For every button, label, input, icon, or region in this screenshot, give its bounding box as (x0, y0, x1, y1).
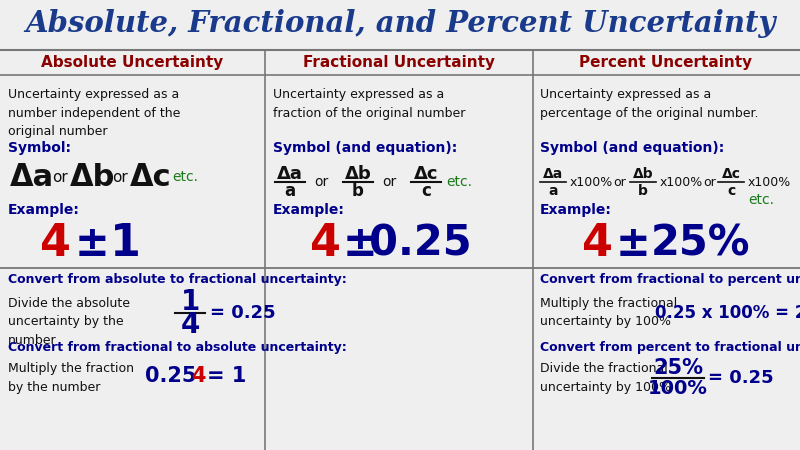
Text: 25%: 25% (650, 223, 750, 265)
Text: Absolute, Fractional, and Percent Uncertainty: Absolute, Fractional, and Percent Uncert… (25, 9, 775, 39)
Text: 4: 4 (180, 311, 200, 339)
Text: Δb: Δb (633, 167, 654, 181)
Text: Δb: Δb (345, 165, 371, 183)
Text: ±: ± (616, 223, 650, 265)
Text: or: or (703, 176, 716, 189)
Text: Δb: Δb (70, 162, 115, 192)
Text: Multiply the fractional
uncertainty by 100%: Multiply the fractional uncertainty by 1… (540, 297, 678, 328)
Text: Uncertainty expressed as a
percentage of the original number.: Uncertainty expressed as a percentage of… (540, 88, 758, 120)
Text: Symbol (and equation):: Symbol (and equation): (540, 141, 724, 155)
Text: Divide the absolute
uncertainty by the
number: Divide the absolute uncertainty by the n… (8, 297, 130, 347)
Text: Multiply the fraction
by the number: Multiply the fraction by the number (8, 362, 134, 393)
Text: Symbol:: Symbol: (8, 141, 71, 155)
Text: or: or (382, 175, 396, 189)
Text: b: b (352, 182, 364, 200)
Text: 0.25: 0.25 (145, 366, 197, 386)
Text: Δc: Δc (130, 162, 172, 192)
Text: 4: 4 (582, 222, 614, 266)
Text: a: a (285, 182, 295, 200)
Text: 25%: 25% (653, 358, 703, 378)
Text: Percent Uncertainty: Percent Uncertainty (579, 55, 753, 71)
Text: Uncertainty expressed as a
fraction of the original number: Uncertainty expressed as a fraction of t… (273, 88, 466, 120)
Text: x100%: x100% (570, 176, 614, 189)
Text: or: or (314, 175, 328, 189)
Text: 0.25: 0.25 (369, 223, 471, 265)
Text: Fractional Uncertainty: Fractional Uncertainty (303, 55, 495, 71)
Text: Example:: Example: (8, 203, 80, 217)
Text: etc.: etc. (446, 175, 472, 189)
Text: c: c (421, 182, 431, 200)
Text: a: a (548, 184, 558, 198)
Text: 4: 4 (39, 222, 70, 266)
Text: etc.: etc. (748, 193, 774, 207)
Text: etc.: etc. (172, 170, 198, 184)
Text: Symbol (and equation):: Symbol (and equation): (273, 141, 458, 155)
Text: Δa: Δa (277, 165, 303, 183)
Text: ±: ± (74, 223, 110, 265)
Text: Example:: Example: (273, 203, 345, 217)
Text: Δa: Δa (10, 162, 54, 192)
Text: = 0.25: = 0.25 (210, 304, 276, 322)
Text: Δa: Δa (543, 167, 563, 181)
Text: 0.25 x 100% = 25%: 0.25 x 100% = 25% (655, 304, 800, 322)
Text: c: c (727, 184, 735, 198)
Text: Convert from fractional to percent uncertainty:: Convert from fractional to percent uncer… (540, 274, 800, 287)
Text: Example:: Example: (540, 203, 612, 217)
Text: = 1: = 1 (207, 366, 246, 386)
Text: x100%: x100% (660, 176, 703, 189)
Text: Δc: Δc (414, 165, 438, 183)
Text: Convert from fractional to absolute uncertainty:: Convert from fractional to absolute unce… (8, 342, 346, 355)
Text: x100%: x100% (748, 176, 791, 189)
Text: 100%: 100% (648, 379, 708, 399)
Text: or: or (112, 170, 128, 184)
Text: or: or (52, 170, 68, 184)
Text: or: or (613, 176, 626, 189)
Text: Convert from percent to fractional uncertainty:: Convert from percent to fractional uncer… (540, 342, 800, 355)
Text: 4: 4 (310, 222, 341, 266)
Text: Absolute Uncertainty: Absolute Uncertainty (41, 55, 223, 71)
Text: Δc: Δc (722, 167, 741, 181)
Text: Convert from absolute to fractional uncertainty:: Convert from absolute to fractional unce… (8, 274, 346, 287)
Text: 4: 4 (191, 366, 206, 386)
Text: = 0.25: = 0.25 (708, 369, 774, 387)
Text: 1: 1 (110, 222, 141, 266)
Text: Uncertainty expressed as a
number independent of the
original number: Uncertainty expressed as a number indepe… (8, 88, 180, 138)
Text: b: b (638, 184, 648, 198)
Text: ±: ± (342, 223, 378, 265)
Text: Divide the fractional
uncertainty by 100%: Divide the fractional uncertainty by 100… (540, 362, 671, 393)
Text: 1: 1 (180, 288, 200, 316)
